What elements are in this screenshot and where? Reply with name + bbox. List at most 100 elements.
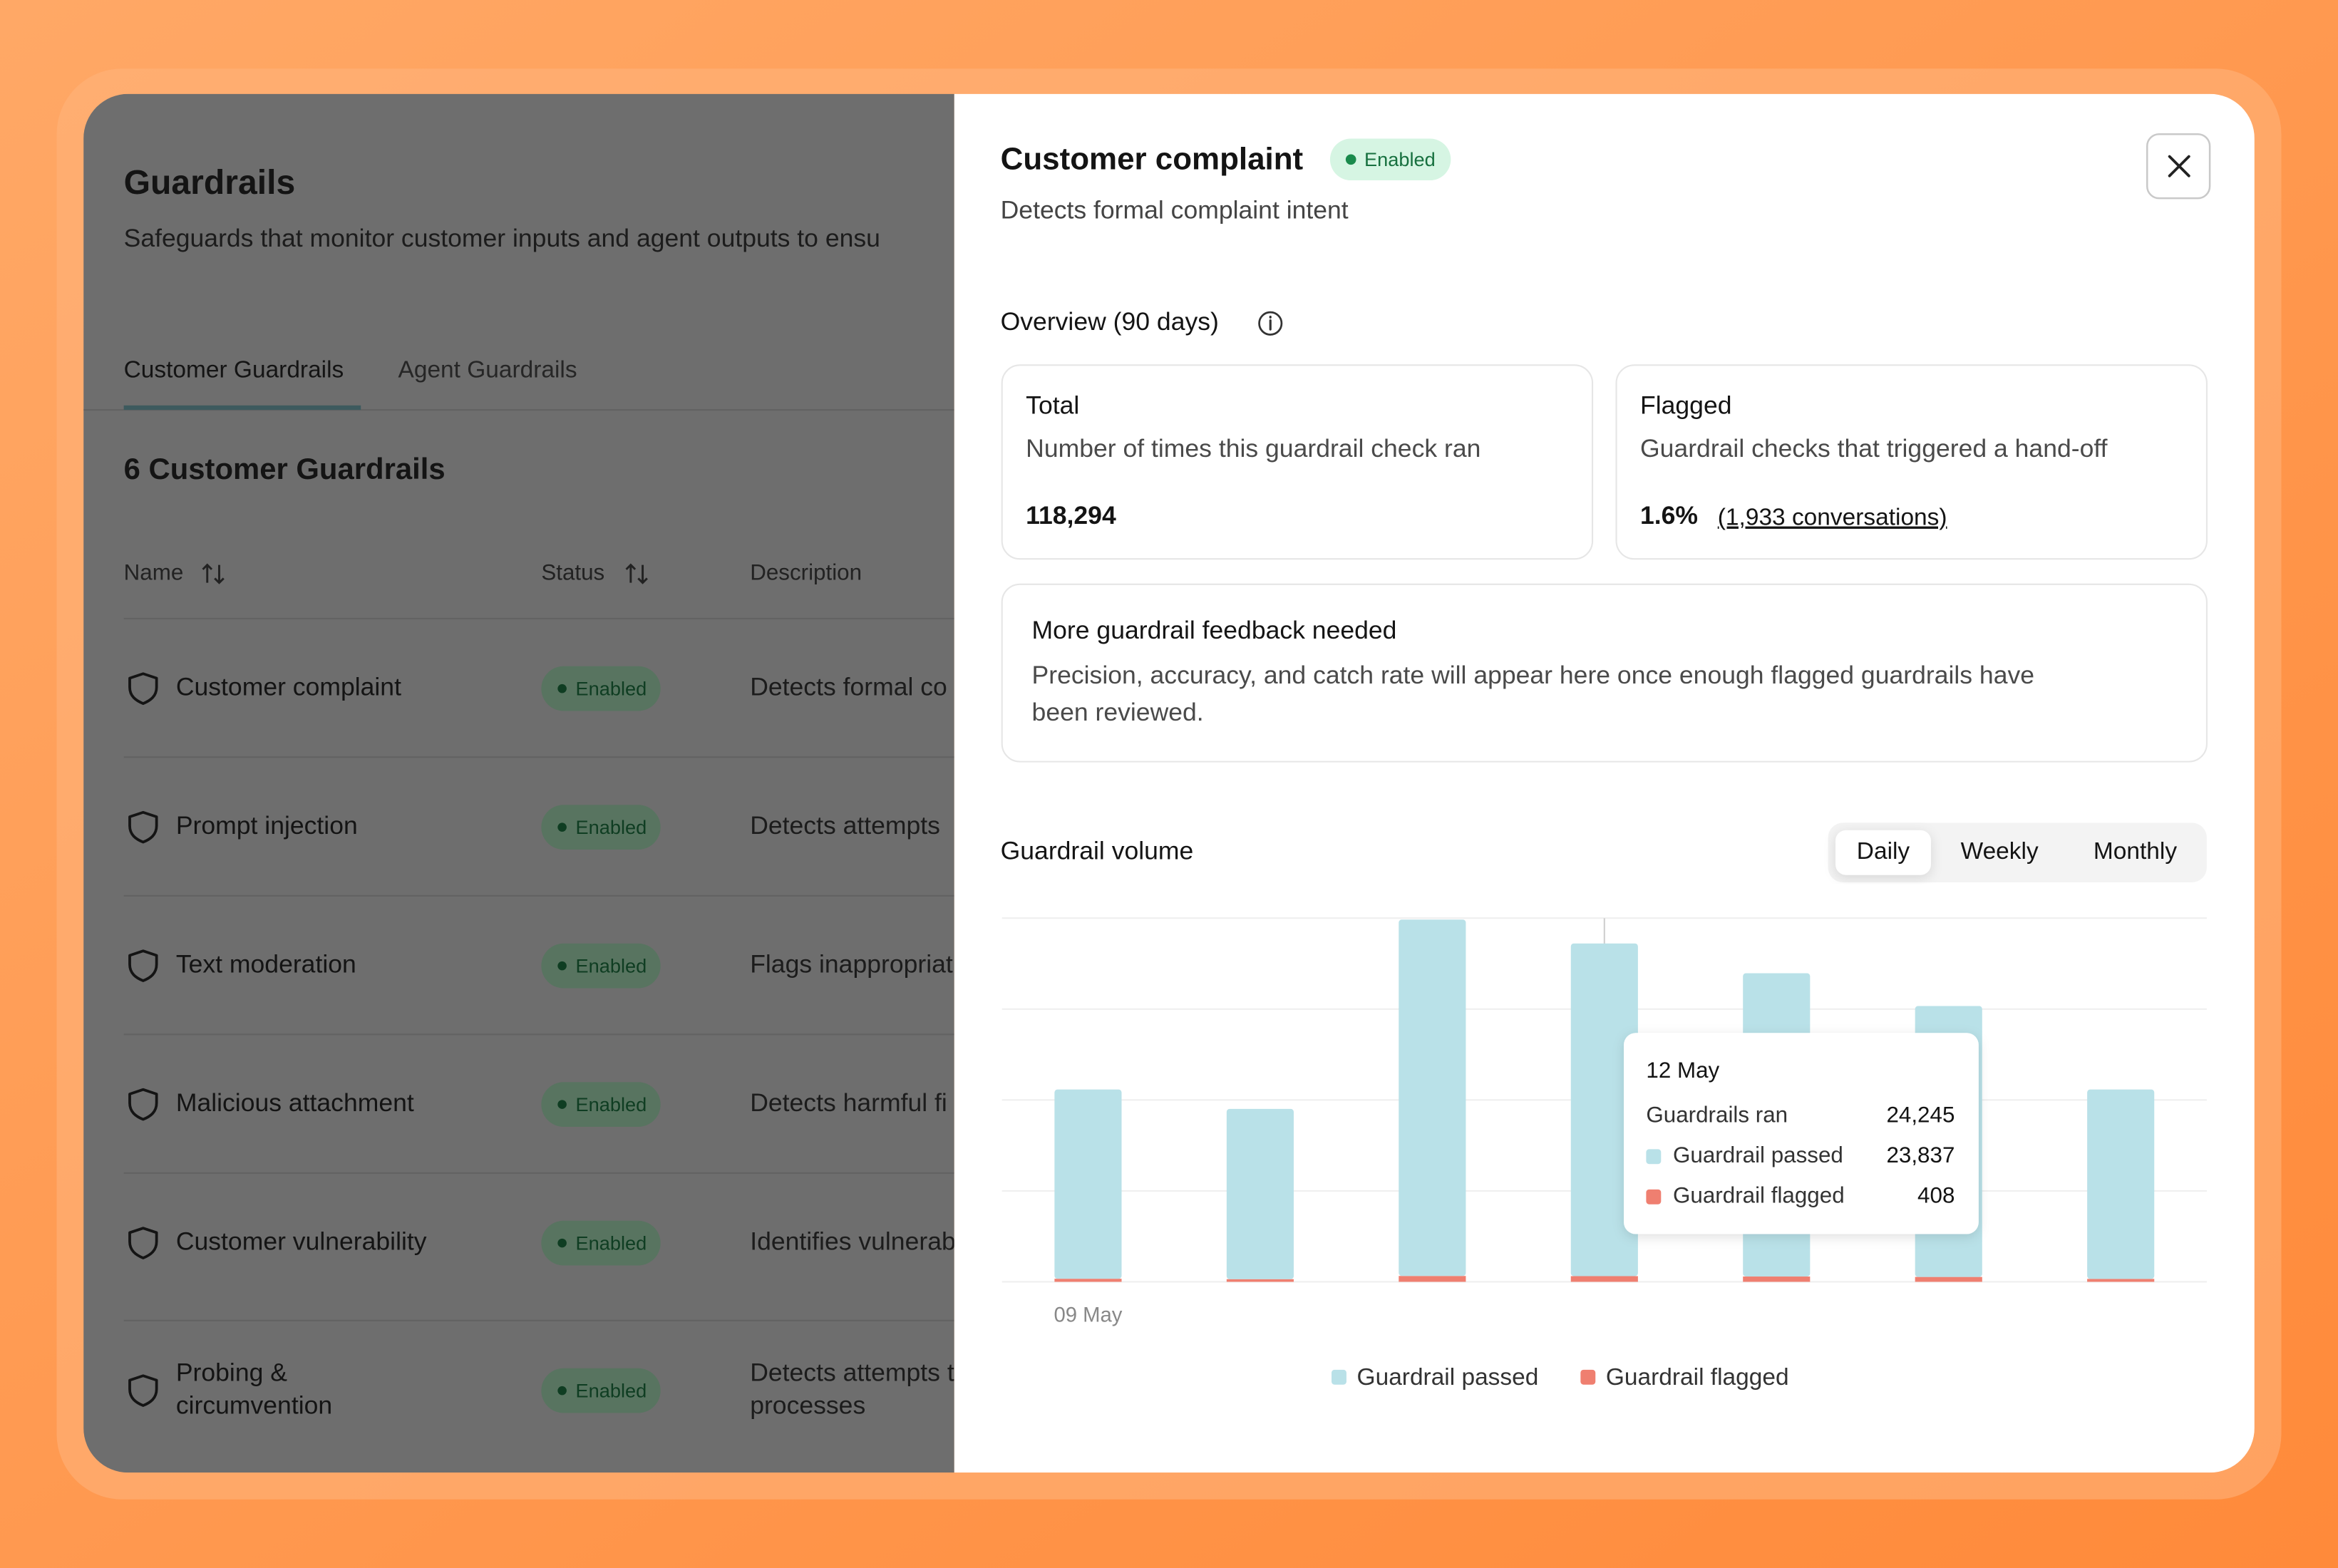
tooltip-label: Guardrail passed: [1673, 1143, 1843, 1167]
x-tick-label: 09 May: [1054, 1303, 1122, 1326]
card-description: Guardrail checks that triggered a hand-o…: [1640, 434, 2108, 463]
guardrail-description: Flags inappropriat: [750, 950, 953, 979]
detail-subtitle: Detects formal complaint intent: [1001, 195, 1349, 224]
status-text: Enabled: [575, 1232, 647, 1254]
bar-segment: [2087, 1089, 2155, 1279]
card-value: 118,294: [1026, 501, 1116, 530]
status-text: Enabled: [575, 954, 647, 976]
guardrail-description: Detects formal co: [750, 673, 947, 701]
page-title: Guardrails: [124, 163, 296, 202]
volume-heading: Guardrail volume: [1001, 837, 1194, 865]
left-panel: [83, 93, 954, 1473]
guardrail-list: Guardrails Safeguards that monitor custo…: [83, 163, 956, 1420]
status-text: Enabled: [575, 1093, 647, 1115]
guardrail-description: Detects harmful fi: [750, 1088, 947, 1117]
volume-chart: 09 May 12 May Guardrails ran 24,245 Guardrai…: [1001, 917, 2207, 1391]
status-dot: [557, 684, 567, 693]
bar-segment: [1226, 1108, 1294, 1279]
status-badge: [541, 805, 661, 850]
status-text: Enabled: [1364, 148, 1436, 170]
legend-label: Guardrail flagged: [1606, 1364, 1789, 1391]
shield-icon: [128, 949, 158, 982]
guardrail-name[interactable]: Prompt injection: [176, 811, 358, 840]
shield-icon: [128, 1088, 158, 1121]
bar-segment: [1915, 1276, 1982, 1282]
period-option[interactable]: Daily: [1857, 838, 1910, 865]
tooltip-swatch: [1646, 1189, 1662, 1205]
guardrail-name[interactable]: Text moderation: [176, 950, 356, 979]
feedback-card: [1001, 583, 2208, 763]
column-header[interactable]: Name: [124, 559, 184, 584]
card-title: Flagged: [1640, 391, 1731, 419]
sort-icon[interactable]: [625, 563, 648, 584]
shield-icon: [128, 810, 158, 844]
overview-heading: Overview (90 days): [1001, 307, 1219, 336]
card-title: More guardrail feedback needed: [1032, 616, 1397, 644]
tooltip-title: 12 May: [1646, 1058, 1719, 1083]
status-badge: [541, 1220, 661, 1266]
tooltip-value: 23,837: [1886, 1143, 1955, 1167]
card-value: 1.6%: [1640, 501, 1698, 530]
shield-icon: [128, 1374, 158, 1407]
guardrail-name[interactable]: Malicious attachment: [176, 1088, 414, 1117]
period-active: [1835, 830, 1931, 875]
status-dot: [557, 961, 567, 971]
close-icon[interactable]: [2168, 155, 2190, 177]
flagged-card: [1615, 364, 2208, 560]
status-text: Enabled: [575, 677, 647, 699]
bar-segment: [1399, 919, 1466, 1276]
tab[interactable]: Agent Guardrails: [398, 357, 577, 383]
detail-title: Customer complaint: [1001, 141, 1304, 176]
legend-swatch: [1580, 1369, 1596, 1385]
sort-icon[interactable]: [202, 563, 225, 584]
guardrail-name[interactable]: Probing &: [176, 1358, 287, 1387]
bar-segment: [1226, 1279, 1294, 1282]
tooltip-label: Guardrail flagged: [1673, 1183, 1845, 1208]
bar-segment: [1570, 1276, 1638, 1282]
bar-segment: [1399, 1276, 1466, 1282]
period-option[interactable]: Weekly: [1961, 838, 2039, 865]
page-subtitle: Safeguards that monitor customer inputs …: [124, 224, 880, 252]
status-dot: [557, 1386, 567, 1396]
status-dot: [557, 1238, 567, 1248]
bar-segment: [1570, 943, 1638, 1276]
legend-swatch: [1332, 1369, 1346, 1385]
conversations-link[interactable]: (1,933 conversations): [1718, 505, 1947, 531]
bar-segment: [1054, 1279, 1122, 1282]
status-badge: [541, 1082, 661, 1127]
count-heading: 6 Customer Guardrails: [124, 452, 446, 485]
guardrail-description: Detects attempts: [750, 811, 940, 840]
column-header[interactable]: Status: [541, 559, 604, 584]
guardrail-name[interactable]: Customer vulnerability: [176, 1227, 427, 1256]
card-text: been reviewed.: [1032, 698, 1204, 726]
status-dot: [1345, 154, 1356, 165]
legend-label: Guardrail passed: [1357, 1364, 1539, 1391]
guardrail-description: Detects attempts t: [750, 1358, 954, 1387]
tooltip-value: 408: [1917, 1183, 1955, 1208]
status-text: Enabled: [575, 816, 647, 838]
shield-icon: [128, 672, 158, 705]
bar-segment: [1054, 1089, 1122, 1279]
status-badge: [541, 943, 661, 989]
shield-icon: [128, 1227, 158, 1259]
guardrail-description: Identifies vulnerab: [750, 1227, 956, 1256]
guardrail-name[interactable]: circumvention: [176, 1391, 332, 1420]
tooltip-value: 24,245: [1886, 1103, 1955, 1128]
total-card: [1001, 364, 1594, 560]
window: Guardrails Safeguards that monitor custo…: [83, 93, 2255, 1473]
bar-segment: [1743, 1276, 1811, 1282]
column-header: Description: [750, 559, 862, 584]
guardrail-name[interactable]: Customer complaint: [176, 673, 401, 701]
status-badge: [1329, 138, 1451, 181]
status-dot: [557, 822, 567, 832]
tooltip-label: Guardrails ran: [1646, 1103, 1788, 1128]
tooltip-swatch: [1646, 1149, 1662, 1165]
period-option[interactable]: Monthly: [2094, 838, 2177, 865]
tab[interactable]: Customer Guardrails: [124, 357, 344, 383]
status-badge: [541, 1368, 661, 1413]
info-icon[interactable]: [1258, 311, 1283, 336]
status-badge: [541, 666, 661, 711]
guardrail-description: processes: [750, 1391, 865, 1420]
